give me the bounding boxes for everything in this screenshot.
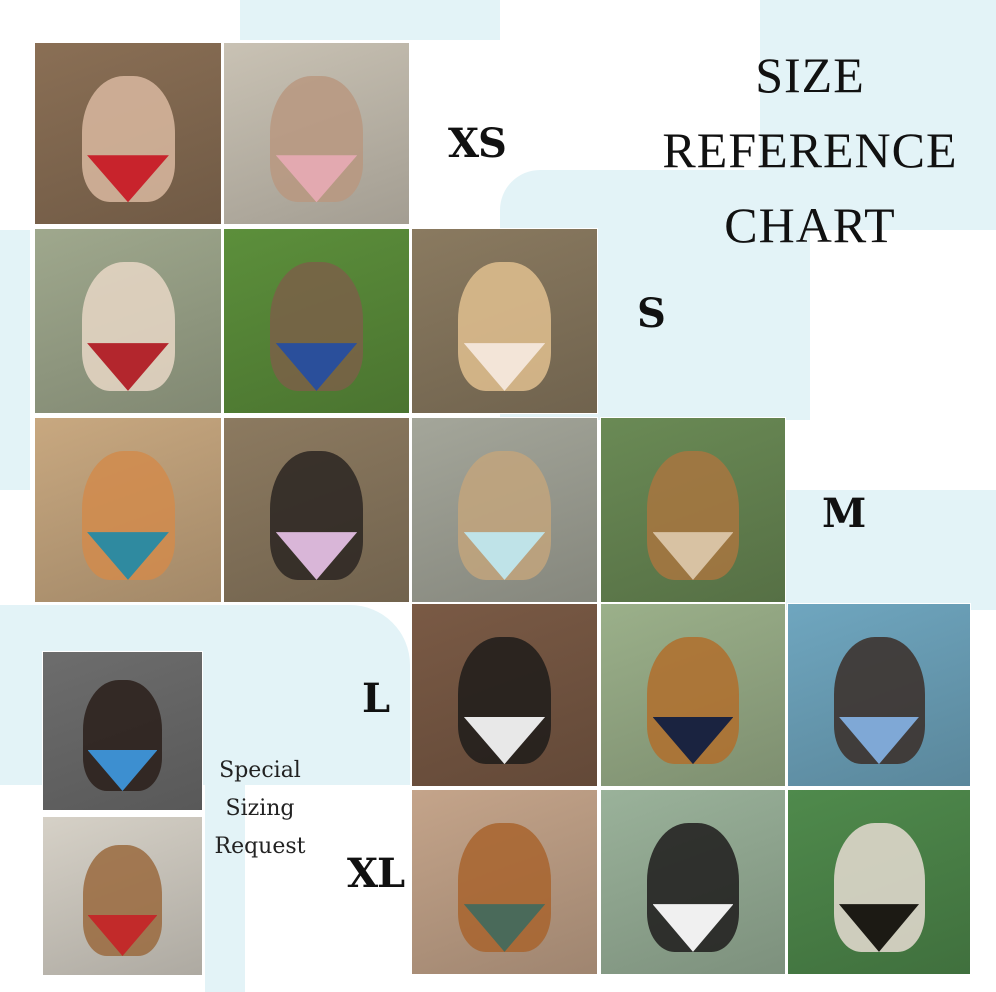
photo-dog-m bbox=[411, 417, 598, 603]
photo-dog-xl bbox=[600, 789, 786, 975]
background-shape bbox=[205, 780, 245, 992]
photo-dog-s bbox=[223, 228, 410, 414]
photo-dog-m bbox=[34, 417, 222, 603]
photo-dog-xl bbox=[411, 789, 598, 975]
size-label-m: M bbox=[822, 490, 866, 537]
photo-dog-l bbox=[787, 603, 971, 787]
photo-dog-s bbox=[411, 228, 598, 414]
title-line: SIZE bbox=[755, 47, 865, 103]
photo-dog-m bbox=[223, 417, 410, 603]
photo-two-cats-xs bbox=[223, 42, 410, 225]
special-line: Sizing bbox=[225, 796, 295, 821]
photo-dog-s bbox=[34, 228, 222, 414]
title-line: CHART bbox=[724, 197, 896, 253]
background-shape bbox=[240, 0, 500, 40]
photo-dog-l bbox=[411, 603, 598, 787]
page-title: SIZE REFERENCE CHART bbox=[630, 38, 990, 263]
size-label-l: L bbox=[362, 675, 390, 722]
special-line: Request bbox=[214, 834, 306, 859]
background-shape bbox=[785, 490, 996, 610]
photo-dog-l bbox=[600, 603, 786, 787]
photo-dog-special bbox=[42, 816, 203, 976]
photo-dog-special bbox=[42, 651, 203, 811]
photo-dog-xl bbox=[787, 789, 971, 975]
photo-dog-m bbox=[600, 417, 786, 603]
title-line: REFERENCE bbox=[662, 122, 958, 178]
size-label-xs: XS bbox=[448, 120, 507, 167]
special-sizing-label: Special Sizing Request bbox=[205, 752, 315, 866]
size-label-xl: XL bbox=[347, 850, 405, 897]
special-line: Special bbox=[219, 758, 301, 783]
photo-cat-xs bbox=[34, 42, 222, 225]
size-label-s: S bbox=[637, 290, 666, 337]
background-shape bbox=[0, 230, 30, 490]
